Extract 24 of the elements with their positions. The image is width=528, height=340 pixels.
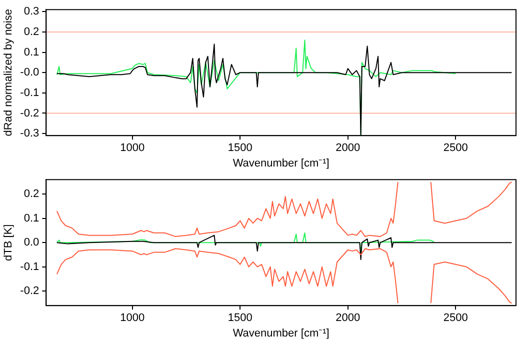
x-tick-label: 1500 [228,142,252,154]
x-axis-title: Wavenumber [cm⁻¹] [232,327,330,340]
y-tick-label: -0.3 [20,128,40,140]
y-tick-label: -0.1 [20,86,40,99]
y-tick-label: -0.2 [20,107,40,120]
y-tick-label: -0.2 [20,285,40,298]
x-axis-title: Wavenumber [cm⁻¹] [232,157,330,170]
y-tick-label: 0.1 [24,212,40,224]
x-tick-label: 2500 [443,312,468,324]
y-tick-label: -0.1 [20,260,40,273]
x-tick-label: 2000 [336,312,360,324]
y-axis-title: dRad normalized by noise [2,9,15,136]
x-tick-label: 2000 [336,142,360,154]
y-tick-label: 0.1 [24,46,40,58]
y-tick-label: -0.0 [20,66,40,79]
y-tick-label: 0.2 [24,26,40,38]
y-axis-title: dTB [K] [2,224,15,261]
y-tick-label: 0.2 [24,188,40,200]
y-tick-label: 0.3 [24,6,40,18]
x-tick-label: 1000 [120,142,145,154]
x-tick-label: 1000 [120,312,145,324]
x-tick-label: 1500 [228,312,252,324]
x-tick-label: 2500 [443,142,468,154]
y-tick-label: 0.0 [24,236,40,249]
